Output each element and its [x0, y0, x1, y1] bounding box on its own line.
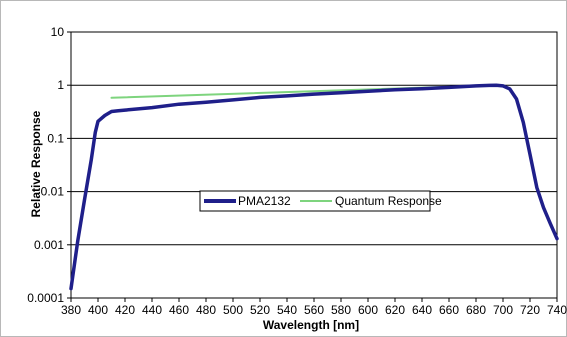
x-tick-label: 740 — [547, 303, 567, 317]
series-line-pma2132 — [69, 83, 559, 291]
x-tick-label: 440 — [142, 303, 162, 317]
x-tick-label: 480 — [196, 303, 216, 317]
x-tick-label: 660 — [439, 303, 459, 317]
x-tick-label: 460 — [169, 303, 189, 317]
plot-area-border — [70, 31, 558, 299]
x-tick-label: 420 — [115, 303, 135, 317]
x-tick-label: 380 — [61, 303, 81, 317]
x-tick-label: 700 — [493, 303, 513, 317]
x-axis-title: Wavelength [nm] — [263, 318, 359, 332]
grid-layer — [71, 31, 557, 299]
y-tick-label: 0.1 — [47, 131, 64, 145]
x-tick-label: 520 — [250, 303, 270, 317]
x-tick-label: 620 — [385, 303, 405, 317]
x-tick-label: 560 — [304, 303, 324, 317]
x-tick-label: 600 — [358, 303, 378, 317]
tick-layer: 0.0001 0.001 0.01 0.1 1 10 380 400 420 440 460 480 5… — [27, 25, 567, 317]
x-tick-label: 640 — [412, 303, 432, 317]
y-tick-label: 10 — [51, 25, 65, 39]
y-tick-label: 0.01 — [41, 185, 65, 199]
y-tick-label: 0.001 — [34, 238, 64, 252]
x-tick-label: 500 — [223, 303, 243, 317]
y-tick-label: 1 — [57, 78, 64, 92]
x-tick-label: 720 — [520, 303, 540, 317]
y-axis-title: Relative Response — [29, 110, 43, 217]
y-tick-label: 0.0001 — [27, 291, 64, 305]
series-layer — [69, 83, 559, 291]
legend: PMA2132 Quantum Response — [199, 190, 442, 212]
legend-label-quantum-response: Quantum Response — [335, 194, 442, 208]
x-tick-label: 580 — [331, 303, 351, 317]
x-tick-label: 680 — [466, 303, 486, 317]
x-tick-label: 540 — [277, 303, 297, 317]
x-tick-label: 400 — [88, 303, 108, 317]
legend-label-pma2132: PMA2132 — [238, 194, 291, 208]
